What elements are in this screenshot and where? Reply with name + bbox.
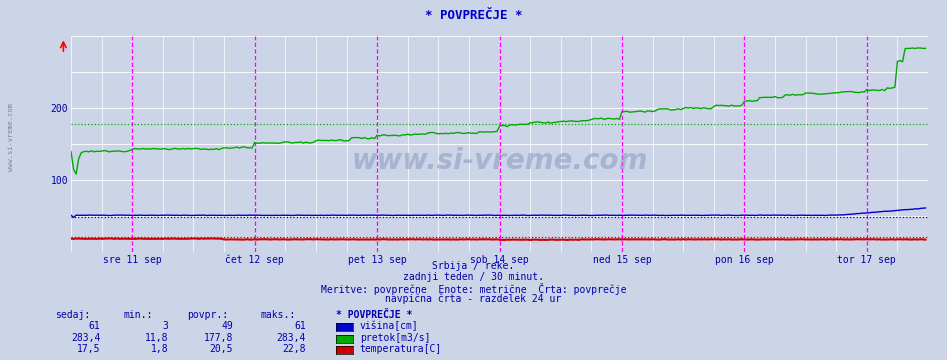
Text: 17,5: 17,5 <box>77 344 100 354</box>
Text: zadnji teden / 30 minut.: zadnji teden / 30 minut. <box>403 272 544 282</box>
Text: 177,8: 177,8 <box>204 333 233 343</box>
Text: www.si-vreme.com: www.si-vreme.com <box>9 103 14 171</box>
Text: 283,4: 283,4 <box>71 333 100 343</box>
Text: * POVPREČJE *: * POVPREČJE * <box>336 310 413 320</box>
Text: Meritve: povprečne  Enote: metrične  Črta: povprečje: Meritve: povprečne Enote: metrične Črta:… <box>321 283 626 294</box>
Text: 1,8: 1,8 <box>151 344 169 354</box>
Text: maks.:: maks.: <box>260 310 295 320</box>
Text: www.si-vreme.com: www.si-vreme.com <box>351 147 648 175</box>
Text: navpična črta - razdelek 24 ur: navpična črta - razdelek 24 ur <box>385 293 562 304</box>
Text: Srbija / reke.: Srbija / reke. <box>433 261 514 271</box>
Text: pretok[m3/s]: pretok[m3/s] <box>360 333 430 343</box>
Text: sedaj:: sedaj: <box>55 310 90 320</box>
Text: min.:: min.: <box>123 310 152 320</box>
Text: 20,5: 20,5 <box>209 344 233 354</box>
Text: višina[cm]: višina[cm] <box>360 321 419 332</box>
Text: povpr.:: povpr.: <box>188 310 228 320</box>
Text: 22,8: 22,8 <box>282 344 306 354</box>
Text: temperatura[C]: temperatura[C] <box>360 344 442 354</box>
Text: 283,4: 283,4 <box>277 333 306 343</box>
Text: 49: 49 <box>222 321 233 331</box>
Text: 61: 61 <box>295 321 306 331</box>
Text: 61: 61 <box>89 321 100 331</box>
Text: 3: 3 <box>163 321 169 331</box>
Text: * POVPREČJE *: * POVPREČJE * <box>425 9 522 22</box>
Text: 11,8: 11,8 <box>145 333 169 343</box>
